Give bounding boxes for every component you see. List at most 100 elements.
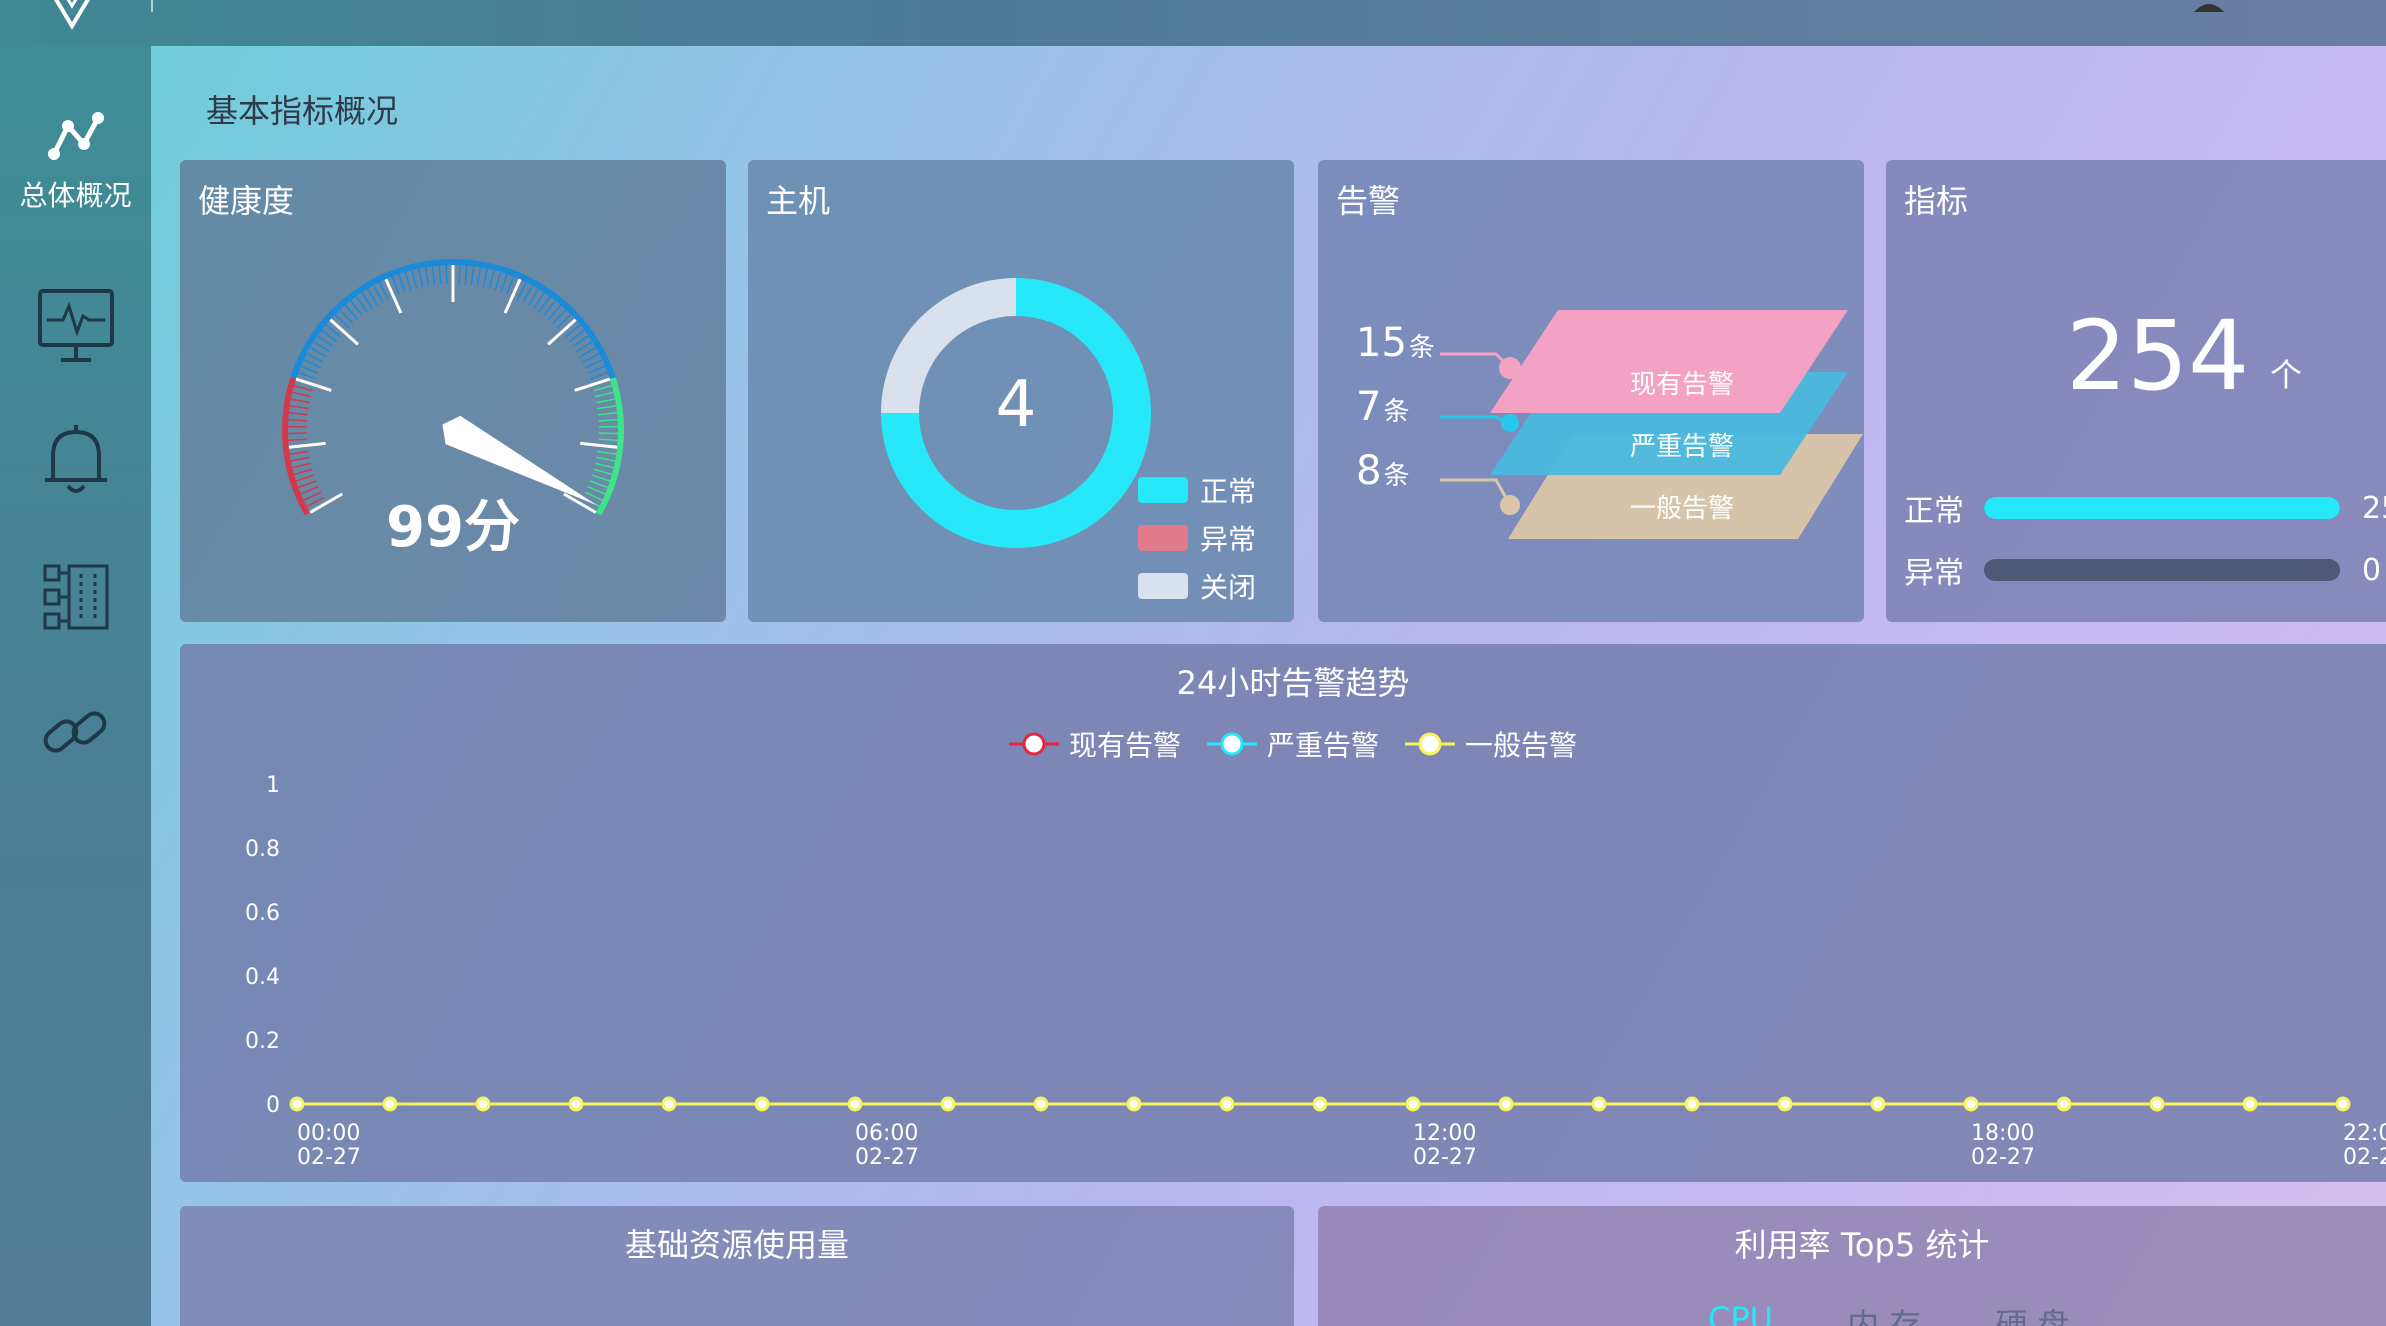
data-point (661, 1096, 677, 1112)
legend-swatch (1138, 573, 1188, 599)
gauge-minor-tick (298, 371, 317, 380)
gauge-major-tick (574, 377, 611, 392)
alarm-count-severe: 7条 (1356, 384, 1410, 430)
metric-bar-track (1984, 497, 2340, 519)
legend-label: 正常 (1200, 475, 1257, 508)
metric-row-label: 正常 (1904, 494, 1964, 529)
resource-card: 基础资源使用量 (180, 1206, 1294, 1326)
gauge-minor-tick (464, 265, 468, 285)
donut-slice (881, 278, 1151, 548)
host-legend-normal[interactable]: 正常 (1138, 470, 1256, 510)
metric-bar-track (1984, 559, 2340, 581)
gauge-major-tick (503, 278, 522, 314)
sidebar-item-overview[interactable]: 总体概况 (0, 108, 151, 214)
data-point (1870, 1096, 1886, 1112)
gauge-minor-tick (598, 438, 618, 442)
health-card-title: 健康度 (198, 182, 295, 220)
gauge-minor-tick (292, 462, 312, 469)
trend-legend-item[interactable]: 一般告警 (1405, 724, 1577, 764)
gauge-minor-tick (572, 335, 589, 348)
gauge-minor-tick (372, 285, 384, 303)
gauge-minor-tick (361, 292, 373, 309)
trend-legend-item[interactable]: 严重告警 (1206, 724, 1379, 764)
gauge-minor-tick (543, 300, 557, 317)
gauge-minor-tick (417, 268, 424, 288)
tab-disk[interactable]: 硬 盘 (1995, 1306, 2070, 1326)
x-tick-date: 02-27 (855, 1145, 919, 1170)
data-point (1963, 1096, 1979, 1112)
gauge-minor-tick (391, 276, 400, 295)
gauge-minor-tick (596, 398, 616, 404)
alarm-card-title: 告警 (1336, 182, 1401, 220)
user-avatar-icon[interactable] (2192, 0, 2226, 12)
alarm-layer-current (1490, 310, 1848, 413)
top5-tabs: CPU 内 存 硬 盘 (1708, 1300, 2069, 1326)
x-tick-date: 02-27 (1971, 1145, 2035, 1170)
gauge-major-tick (329, 318, 359, 346)
tab-cpu[interactable]: CPU (1708, 1300, 1774, 1326)
gauge-minor-tick (579, 346, 597, 358)
sidebar-item-label: 总体概况 (19, 179, 132, 212)
gauge-minor-tick (593, 384, 613, 392)
gauge-minor-tick (538, 296, 551, 313)
metric-total: 254 (2066, 300, 2250, 412)
health-gauge (282, 259, 624, 516)
gauge-minor-tick (506, 276, 515, 295)
gauge-minor-tick (303, 359, 322, 369)
host-legend-closed[interactable]: 关闭 (1138, 566, 1256, 606)
gauge-minor-tick (587, 365, 606, 375)
sidebar-item-alarm[interactable] (0, 422, 151, 498)
sidebar-item-resource[interactable] (0, 562, 151, 632)
legend-line-icon (1206, 732, 1257, 756)
gauge-minor-tick (349, 300, 363, 317)
connector-general (1440, 478, 1512, 506)
gauge-minor-tick (339, 309, 354, 325)
gauge-minor-tick (317, 335, 334, 348)
data-point (1777, 1096, 1793, 1112)
health-card: 健康度 99分 (180, 160, 726, 622)
alarm-layer-label-general: 一般告警 (1630, 494, 1735, 524)
metric-row-value: 0 (2362, 552, 2382, 588)
resource-card-title: 基础资源使用量 (624, 1226, 849, 1264)
section-title: 基本指标概况 (206, 92, 399, 130)
y-tick-label: 0.2 (245, 1029, 280, 1054)
host-legend-abnormal[interactable]: 异常 (1138, 518, 1256, 558)
gauge-minor-tick (378, 281, 389, 300)
alarm-count-general: 8条 (1356, 448, 1410, 494)
alarm-count-current: 15条 (1356, 320, 1435, 366)
gauge-minor-tick (309, 346, 327, 358)
link-icon (43, 711, 106, 753)
alarm-card: 告警 15条 7条 8条 现有告警 严重告警 一般告警 (1318, 160, 1864, 622)
gauge-minor-tick (288, 418, 308, 422)
gauge-major-tick (288, 441, 326, 449)
host-card: 主机 4 正常 异常 关闭 (748, 160, 1294, 622)
gauge-minor-tick (321, 329, 338, 343)
gauge-minor-tick (470, 266, 475, 286)
data-point (1684, 1096, 1700, 1112)
top-divider (151, 0, 153, 12)
gauge-needle (442, 415, 597, 506)
data-point (754, 1096, 770, 1112)
data-point (1312, 1096, 1328, 1112)
gauge-minor-tick (424, 267, 430, 287)
data-point (940, 1096, 956, 1112)
gauge-minor-tick (547, 304, 562, 320)
gauge-major-tick (580, 441, 618, 449)
y-tick-label: 0.4 (245, 965, 280, 990)
gauge-minor-tick (593, 468, 613, 476)
gauge-arc-mid (290, 259, 616, 380)
metric-row-normal: 正常 25 (1904, 486, 2386, 530)
data-point (2335, 1096, 2351, 1112)
trend-legend-item[interactable]: 现有告警 (1008, 724, 1181, 764)
top5-card-title: 利用率 Top5 统计 (1734, 1226, 1990, 1264)
gauge-minor-tick (556, 314, 572, 329)
data-point (1126, 1096, 1142, 1112)
sidebar-item-link[interactable] (0, 700, 151, 766)
sidebar-item-monitor[interactable] (0, 288, 151, 364)
topology-icon (43, 564, 108, 630)
gauge-minor-tick (300, 485, 319, 495)
host-donut-chart (881, 278, 1151, 548)
legend-swatch (1138, 477, 1188, 503)
gauge-minor-tick (591, 474, 611, 482)
tab-memory[interactable]: 内 存 (1847, 1306, 1922, 1326)
